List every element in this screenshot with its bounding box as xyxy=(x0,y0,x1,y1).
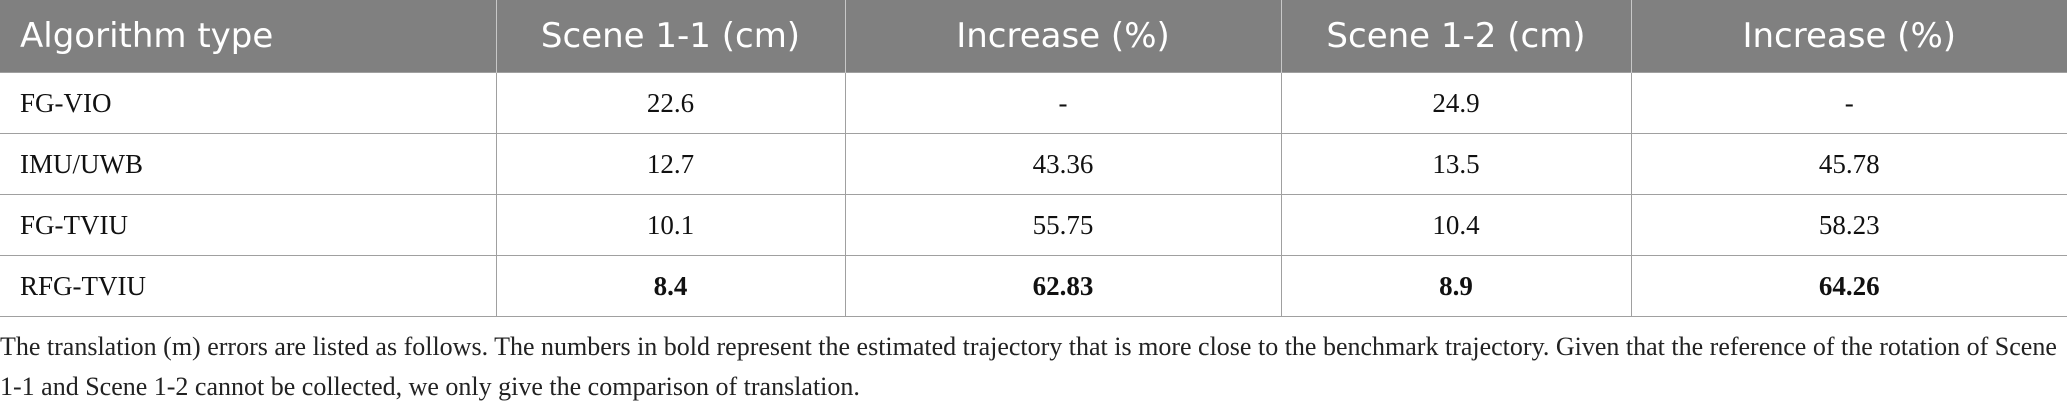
header-cell: Increase (%) xyxy=(1630,0,2067,73)
table-cell: 64.26 xyxy=(1630,255,2067,317)
header-cell: Increase (%) xyxy=(844,0,1281,73)
table-row: RFG-TVIU 8.4 62.83 8.9 64.26 xyxy=(0,255,2067,317)
row-label: FG-VIO xyxy=(0,72,497,134)
table-cell: 10.1 xyxy=(495,194,846,256)
table-cell: 58.23 xyxy=(1630,194,2067,256)
header-row: Algorithm type Scene 1-1 (cm) Increase (%)… xyxy=(0,0,2067,73)
row-label: FG-TVIU xyxy=(0,194,497,256)
table-cell: 62.83 xyxy=(844,255,1282,317)
table-cell: 10.4 xyxy=(1280,194,1632,256)
table-cell: 55.75 xyxy=(844,194,1282,256)
table-cell: 13.5 xyxy=(1280,133,1632,195)
table-row: IMU/UWB 12.7 43.36 13.5 45.78 xyxy=(0,133,2067,195)
table-cell: 12.7 xyxy=(495,133,846,195)
table-cell: - xyxy=(1630,72,2067,134)
table-cell: 8.9 xyxy=(1280,255,1632,317)
table-cell: 24.9 xyxy=(1280,72,1632,134)
footnote: The translation (m) errors are listed as… xyxy=(0,332,2057,401)
row-label: IMU/UWB xyxy=(0,133,497,195)
header-cell: Algorithm type xyxy=(0,0,496,73)
table-body: FG-VIO 22.6-24.9- IMU/UWB 12.7 43.36 13.5 45.7… xyxy=(0,72,2067,317)
header-cell: Scene 1-2 (cm) xyxy=(1280,0,1631,73)
table-cell: 22.6 xyxy=(495,72,846,134)
table-row: FG-TVIU 10.1 55.75 10.4 58.23 xyxy=(0,194,2067,256)
table-row: FG-VIO 22.6-24.9- xyxy=(0,72,2067,134)
row-label: RFG-TVIU xyxy=(0,255,497,317)
table-cell: 45.78 xyxy=(1630,133,2067,195)
table-cell: - xyxy=(844,72,1282,134)
table-cell: 43.36 xyxy=(844,133,1282,195)
table-cell: 8.4 xyxy=(495,255,846,317)
header-cell: Scene 1-1 (cm) xyxy=(495,0,845,73)
results-table: Algorithm type Scene 1-1 (cm) Increase (%)… xyxy=(0,0,2067,317)
